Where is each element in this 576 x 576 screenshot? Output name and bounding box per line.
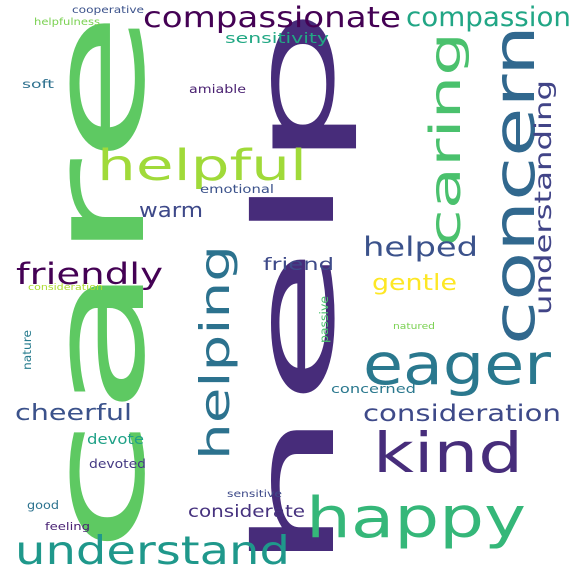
word-helpful: helpful [97,141,307,191]
word-natured: natured [393,322,435,332]
word-nature: nature [20,330,34,370]
word-good: good [27,498,59,512]
word-concerned: concerned [331,382,416,396]
word-eager: eager [363,331,551,398]
word-helped: helped [363,233,478,263]
word-sensitive: sensitive [227,489,282,500]
word-caring: caring [421,31,471,247]
word-devoted: devoted [89,457,146,471]
word-gentle: gentle [372,270,457,296]
word-happy: happy [306,486,526,551]
word-devote: devote [87,432,144,448]
word-understand: understand [15,528,290,574]
word-helpfulness: helpfulness [34,17,100,28]
word-cooperative: cooperative [72,5,144,16]
word-helping: helping [191,245,239,460]
word-warm: warm [139,198,203,222]
word-soft: soft [22,77,54,91]
word-considerate: considerate [188,502,305,522]
word-amiable: amiable [189,82,246,96]
word-consideration: consideration [363,401,561,427]
word-friendly: friendly [16,257,163,291]
word-compassionate: compassionate [143,0,401,34]
word-sensitivity: sensitivity [225,31,329,47]
word-friend: friend [263,255,334,275]
word-kind: kind [373,421,523,485]
word-understanding: understanding [531,80,557,315]
word-compassion: compassion [406,3,571,33]
word-emotional: emotional [200,182,274,196]
word-cheerful: cheerful [15,400,132,426]
word-consideration-small: consideration [28,283,103,293]
word-feeling: feeling [45,520,90,533]
word-passive: passive [317,296,331,343]
